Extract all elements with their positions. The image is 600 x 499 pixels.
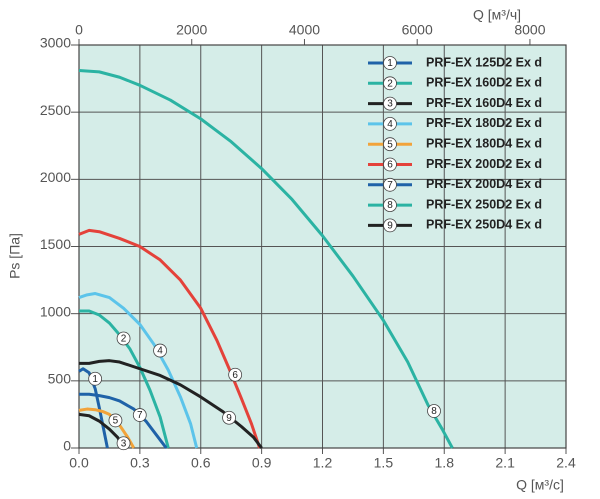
curve-number-circle [116,436,131,451]
curve-number: 6 [387,160,393,171]
curve [79,359,263,449]
curve-number-circle [383,218,397,233]
y-tick-label: 1500 [40,236,71,252]
legend-label: PRF-EX 250D2 Ex d [426,197,542,211]
x-tick-label: 2.4 [556,455,576,471]
curve-number-circle [222,410,236,425]
curve-number: 8 [387,200,393,211]
curve-number: 7 [137,410,143,421]
x-tick-label: 1.2 [313,455,333,471]
curve-number: 3 [121,438,127,449]
curve-number: 4 [157,346,163,357]
curve-number: 2 [121,334,127,345]
legend-label: PRF-EX 160D2 Ex d [426,76,542,90]
curve [78,407,136,449]
y-tick-label: 2500 [40,102,71,118]
curve [78,69,454,449]
curve [78,228,262,449]
x-tick-label: 0.0 [69,455,89,471]
curve-number: 5 [113,416,119,427]
x-tick-label: 1.8 [435,455,455,471]
curve-number: 8 [431,406,437,417]
x2-tick-label: 8000 [514,22,545,38]
curve-number-circle [116,331,131,346]
curve-number-circle [383,117,397,131]
curve-number-circle [88,371,103,386]
curve-number: 9 [387,221,393,232]
legend-label: PRF-EX 200D2 Ex d [426,157,542,171]
x2-tick-label: 0 [75,22,83,38]
curve-number-circle [383,56,397,70]
plot-frame [78,44,567,449]
x-tick-label: 1.5 [374,455,394,471]
curve-number-circle [228,367,243,382]
curve-number-circle [383,177,397,192]
y-axis-title: Ps [Па] [7,233,23,279]
legend-label: PRF-EX 180D2 Ex d [426,116,542,130]
legend-label: PRF-EX 250D4 Ex d [426,218,542,232]
legend-label: PRF-EX 200D4 Ex d [426,177,542,191]
curve-number: 2 [387,78,393,89]
x2-axis-title: Q [м³/ч] [473,7,521,23]
y-tick-label: 2000 [40,169,71,185]
curve [78,292,199,449]
curve-number: 1 [387,58,393,69]
y-tick-label: 500 [48,371,72,387]
curve-number-circle [427,404,441,418]
x2-tick-label: 6000 [402,22,433,38]
y-tick-label: 1000 [40,303,71,319]
x-axis-title: Q [м³/с] [516,477,564,493]
curve-number: 7 [387,180,393,191]
curve-number-circle [153,343,167,358]
curve [79,392,168,449]
legend-label: PRF-EX 125D2 Ex d [426,55,542,69]
curve-number-circle [383,76,397,91]
curve-number-circle [108,413,123,428]
curve-number: 1 [92,374,98,385]
curve-number: 3 [387,99,393,110]
y-tick-label: 3000 [40,35,71,51]
x-tick-label: 0.6 [191,455,211,471]
x-tick-label: 2.1 [495,455,515,471]
x2-tick-label: 2000 [176,22,207,38]
curve-number: 6 [232,370,238,381]
legend-label: PRF-EX 160D4 Ex d [426,96,542,110]
x-tick-label: 0.9 [252,455,272,471]
curve-number-circle [132,408,147,422]
legend-label: PRF-EX 180D4 Ex d [426,136,542,150]
curve-number-circle [383,96,397,111]
x-tick-label: 0.3 [130,455,150,471]
y-tick-label: 0 [63,438,71,454]
curve-number-circle [383,198,397,213]
curve-number: 4 [387,119,393,130]
curve-number-circle [383,137,397,152]
curve-number: 9 [226,413,232,424]
curve-number: 5 [387,139,393,150]
curve-number-circle [383,157,397,172]
x2-tick-label: 4000 [289,22,320,38]
curve [78,367,109,449]
